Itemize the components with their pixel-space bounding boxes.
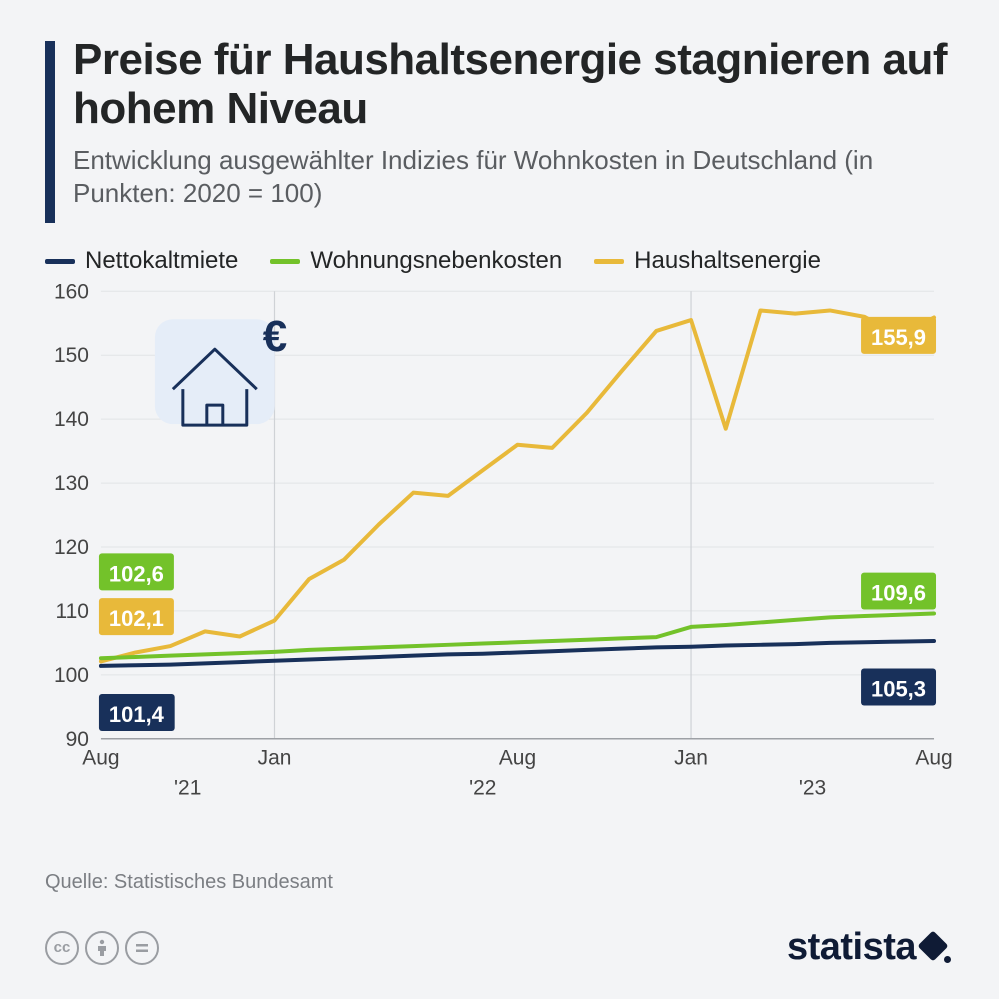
svg-text:Aug: Aug — [915, 747, 952, 770]
legend-label: Haushaltsenergie — [634, 247, 821, 275]
infographic-card: Preise für Haushaltsenergie stagnieren a… — [0, 0, 999, 999]
chart-area: 90100110120130140150160AugJanAugJanAug'2… — [45, 281, 954, 811]
svg-text:€: € — [263, 312, 287, 361]
footer: Quelle: Statistisches Bundesamt cc stati… — [45, 871, 954, 969]
legend-swatch — [270, 259, 300, 264]
legend-label: Wohnungsnebenkosten — [310, 247, 562, 275]
svg-text:Aug: Aug — [499, 747, 536, 770]
chart-subtitle: Entwicklung ausgewählter Indizies für Wo… — [73, 144, 954, 212]
svg-text:'23: '23 — [799, 777, 826, 800]
svg-text:'22: '22 — [469, 777, 496, 800]
brand-text: statista — [787, 926, 916, 969]
svg-text:109,6: 109,6 — [871, 581, 926, 606]
cc-by-icon — [85, 931, 119, 965]
svg-text:110: 110 — [56, 600, 89, 623]
legend-item-wohnungsnebenkosten: Wohnungsnebenkosten — [270, 247, 562, 275]
source-text: Quelle: Statistisches Bundesamt — [45, 871, 954, 894]
cc-nd-icon — [125, 931, 159, 965]
legend-label: Nettokaltmiete — [85, 247, 238, 275]
svg-text:102,1: 102,1 — [109, 606, 164, 631]
legend-swatch — [45, 259, 75, 264]
brand-logo: statista — [787, 926, 954, 969]
svg-text:Aug: Aug — [82, 747, 119, 770]
header: Preise für Haushaltsenergie stagnieren a… — [45, 35, 954, 223]
svg-text:102,6: 102,6 — [109, 561, 164, 586]
svg-text:160: 160 — [54, 281, 89, 303]
svg-text:150: 150 — [54, 344, 89, 367]
svg-text:140: 140 — [54, 408, 89, 431]
svg-text:155,9: 155,9 — [871, 325, 926, 350]
svg-text:105,3: 105,3 — [871, 676, 926, 701]
svg-text:101,4: 101,4 — [109, 702, 165, 727]
svg-text:120: 120 — [54, 536, 89, 559]
legend: Nettokaltmiete Wohnungsnebenkosten Haush… — [45, 247, 954, 275]
accent-bar — [45, 41, 55, 223]
svg-text:100: 100 — [54, 664, 89, 687]
svg-text:'21: '21 — [174, 777, 201, 800]
svg-text:Jan: Jan — [674, 747, 708, 770]
svg-text:130: 130 — [54, 472, 89, 495]
cc-license-icons: cc — [45, 931, 159, 965]
line-chart-svg: 90100110120130140150160AugJanAugJanAug'2… — [45, 281, 954, 811]
legend-item-haushaltsenergie: Haushaltsenergie — [594, 247, 821, 275]
chart-title: Preise für Haushaltsenergie stagnieren a… — [73, 35, 954, 134]
brand-mark-icon — [918, 928, 954, 964]
cc-icon: cc — [45, 931, 79, 965]
svg-text:Jan: Jan — [258, 747, 292, 770]
legend-item-nettokaltmiete: Nettokaltmiete — [45, 247, 238, 275]
legend-swatch — [594, 259, 624, 264]
